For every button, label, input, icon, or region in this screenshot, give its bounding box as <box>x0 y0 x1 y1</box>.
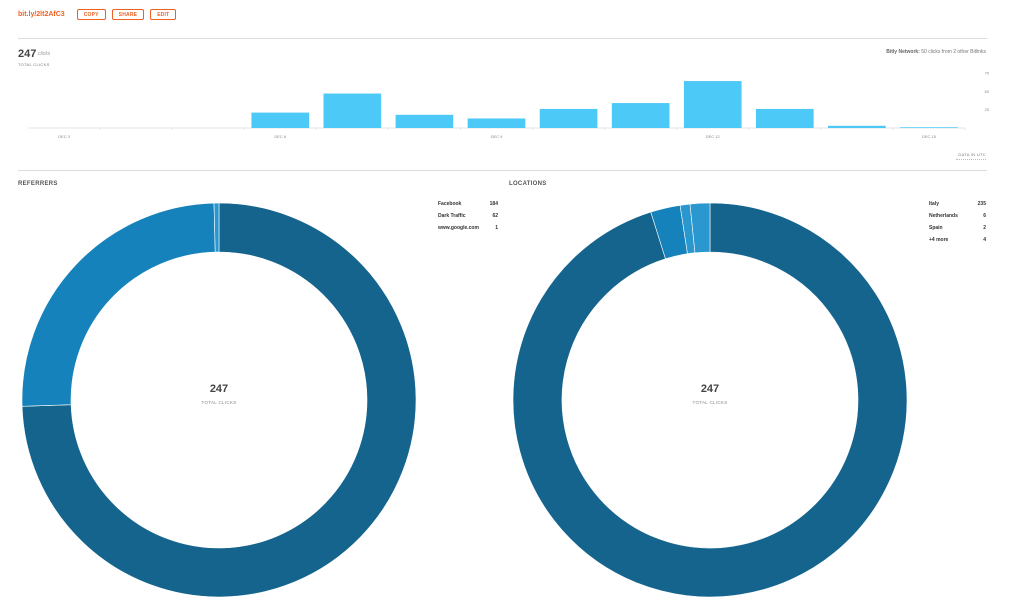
referrers-title: REFERRERS <box>18 181 58 187</box>
legend-row[interactable]: Facebook 184 <box>438 201 498 213</box>
clicks-bar-chart: 25 50 75 DEC 3 DEC 6 DEC 9 DEC 12 DEC 15 <box>28 71 990 139</box>
bar[interactable] <box>755 108 814 128</box>
donut-center-label: TOTAL CLICKS <box>692 400 727 405</box>
bar[interactable] <box>683 81 742 128</box>
bar[interactable] <box>611 103 670 128</box>
timezone-label: DATA IN UTC <box>958 152 986 157</box>
legend-row[interactable]: Netherlands 6 <box>929 213 986 225</box>
donut-center-label: TOTAL CLICKS <box>201 400 236 405</box>
legend-row[interactable]: +4 more 4 <box>929 237 986 249</box>
y-tick-label: 75 <box>985 71 990 76</box>
y-tick-label: 50 <box>985 89 990 94</box>
legend-value: 62 <box>492 213 498 219</box>
legend-value: 4 <box>983 237 986 243</box>
x-tick-label: DEC 12 <box>706 134 721 139</box>
x-tick-label: DEC 9 <box>491 134 504 139</box>
legend-value: 6 <box>983 213 986 219</box>
bar[interactable] <box>251 112 310 128</box>
donut-center-value: 247 <box>210 383 228 395</box>
legend-row[interactable]: Italy 235 <box>929 201 986 213</box>
legend-label: Dark Traffic <box>438 213 466 219</box>
donut-slice[interactable] <box>512 202 908 598</box>
donut-slice[interactable] <box>213 202 220 253</box>
network-detail: 50 clicks from 2 other Bitlinks <box>919 49 986 55</box>
legend-label: Facebook <box>438 201 462 207</box>
edit-button[interactable]: EDIT <box>150 9 177 20</box>
total-clicks-label: TOTAL CLICKS <box>18 62 50 67</box>
total-clicks-value: 247 <box>18 48 37 60</box>
legend-label: Netherlands <box>929 213 958 219</box>
legend-label: www.google.com <box>438 225 479 231</box>
donut-center-value: 247 <box>701 383 719 395</box>
locations-legend: Italy 235 Netherlands 6 Spain 2 +4 more 4 <box>929 201 986 249</box>
locations-title: LOCATIONS <box>509 181 547 187</box>
bar[interactable] <box>395 114 454 128</box>
referrers-legend: Facebook 184 Dark Traffic 62 www.google.co… <box>438 201 498 237</box>
legend-value: 235 <box>977 201 986 207</box>
legend-label: +4 more <box>929 237 949 243</box>
bar[interactable] <box>900 127 958 128</box>
legend-row[interactable]: Dark Traffic 62 <box>438 213 498 225</box>
locations-donut-chart: 247 TOTAL CLICKS <box>512 202 908 598</box>
bitly-network-info: Bitly Network: 50 clicks from 2 other Bi… <box>886 49 986 55</box>
divider <box>18 170 987 171</box>
x-tick-label: DEC 6 <box>274 134 287 139</box>
timezone-underline <box>956 159 986 160</box>
legend-row[interactable]: Spain 2 <box>929 225 986 237</box>
legend-value: 1 <box>495 225 498 231</box>
legend-value: 184 <box>489 201 498 207</box>
legend-label: Spain <box>929 225 943 231</box>
bar[interactable] <box>828 125 886 128</box>
referrers-donut-chart: 247 TOTAL CLICKS <box>21 202 417 598</box>
bar[interactable] <box>539 108 598 128</box>
legend-label: Italy <box>929 201 940 207</box>
share-button[interactable]: SHARE <box>111 9 145 20</box>
legend-value: 2 <box>983 225 986 231</box>
donut-slice[interactable] <box>21 202 417 598</box>
x-tick-label: DEC 15 <box>922 134 937 139</box>
donut-slice[interactable] <box>689 202 711 254</box>
network-label: Bitly Network: <box>886 49 920 55</box>
x-tick-label: DEC 3 <box>58 134 71 139</box>
bitlink-url[interactable]: bit.ly/2lt2AfC3 <box>18 11 65 18</box>
bar[interactable] <box>323 93 382 128</box>
bar[interactable] <box>467 118 526 128</box>
copy-button[interactable]: COPY <box>76 9 106 20</box>
bitlink-toolbar: bit.ly/2lt2AfC3 COPY SHARE EDIT <box>18 9 177 20</box>
y-tick-label: 25 <box>985 107 990 112</box>
donut-slice[interactable] <box>21 202 216 407</box>
divider <box>18 38 987 39</box>
clicks-unit: clicks <box>38 51 51 57</box>
legend-row[interactable]: www.google.com 1 <box>438 225 498 237</box>
